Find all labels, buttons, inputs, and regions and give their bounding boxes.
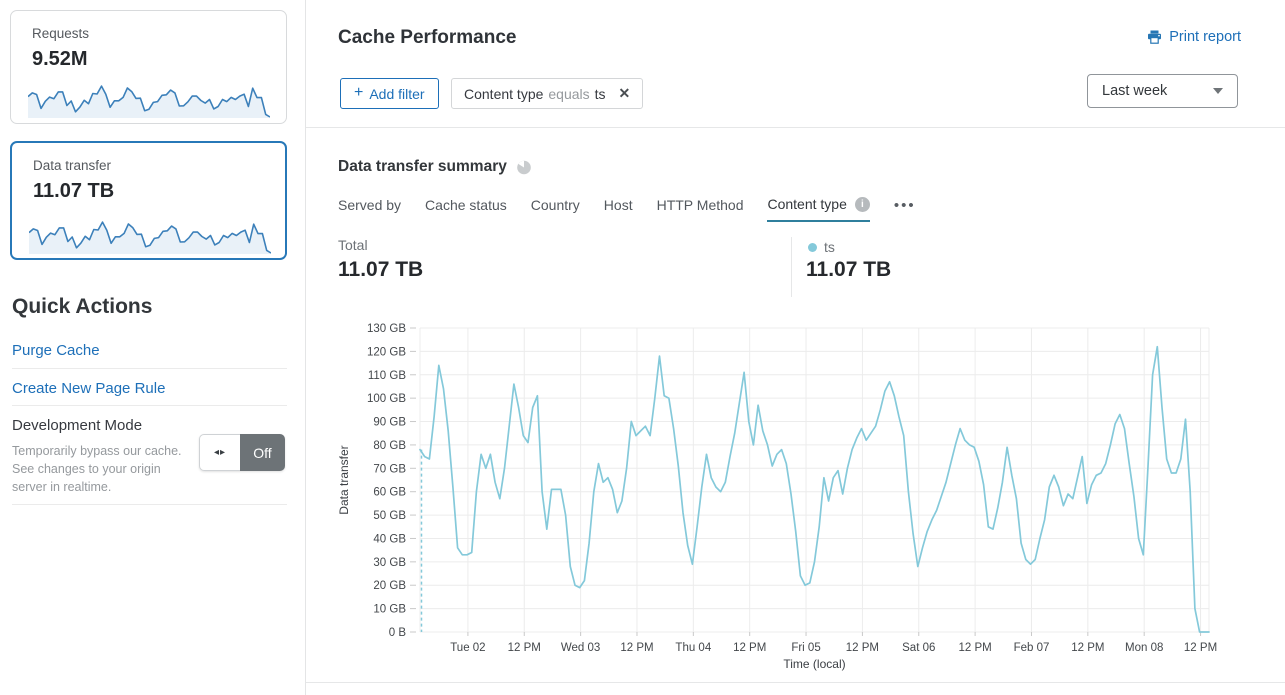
y-tick-label: 80 GB: [373, 440, 406, 452]
more-tabs-button[interactable]: •••: [893, 196, 916, 214]
development-mode-toggle[interactable]: ◂▸ Off: [199, 434, 285, 471]
summary-tabs: Served by Cache status Country Host HTTP Met…: [338, 196, 916, 222]
x-tick-label: Mon 08: [1125, 642, 1163, 654]
x-tick-label: 12 PM: [1184, 642, 1217, 654]
divider: [12, 405, 287, 406]
total-label: Total: [338, 237, 368, 253]
add-filter-label: Add filter: [369, 85, 425, 102]
print-report-label: Print report: [1169, 29, 1241, 45]
tab-http-method[interactable]: HTTP Method: [656, 197, 744, 213]
sparkline-line: [28, 85, 270, 118]
purge-cache-link[interactable]: Purge Cache: [12, 342, 100, 359]
sparkline-line: [29, 221, 271, 254]
x-tick-label: Sat 06: [902, 642, 935, 654]
x-tick-label: Feb 07: [1014, 642, 1050, 654]
x-tick-label: Tue 02: [450, 642, 485, 654]
y-tick-label: 110 GB: [368, 370, 406, 382]
y-tick-label: 90 GB: [373, 417, 406, 429]
legend-dot: [808, 242, 817, 252]
sidebar: Requests 9.52M Data transfer 11.07 TB Qu…: [0, 0, 305, 695]
pie-chart-icon: [517, 160, 531, 175]
total-value: 11.07 TB: [338, 258, 424, 281]
time-range-value: Last week: [1102, 83, 1168, 99]
sparkline-area: [29, 222, 271, 254]
toggle-off-label: Off: [240, 434, 285, 471]
x-tick-label: Wed 03: [561, 642, 600, 654]
y-tick-label: 30 GB: [373, 557, 406, 569]
requests-card-value: 9.52M: [32, 48, 88, 70]
filter-chip-value: ts: [594, 85, 606, 102]
tab-served-by[interactable]: Served by: [338, 197, 402, 213]
chevron-down-icon: [1213, 88, 1223, 94]
y-tick-label: 120 GB: [367, 346, 406, 358]
divider: [306, 682, 1285, 683]
main-panel: Cache Performance Print report + Add fil…: [305, 0, 1285, 695]
development-mode-title: Development Mode: [12, 417, 143, 434]
divider: [791, 237, 792, 297]
requests-card[interactable]: Requests 9.52M: [10, 10, 287, 124]
x-tick-label: 12 PM: [508, 642, 541, 654]
x-tick-label: 12 PM: [620, 642, 653, 654]
y-axis-title: Data transfer: [337, 445, 351, 514]
tab-cache-status[interactable]: Cache status: [425, 197, 507, 213]
quick-actions-title: Quick Actions: [12, 295, 153, 318]
x-tick-label: 12 PM: [846, 642, 879, 654]
data-transfer-card-label: Data transfer: [33, 158, 112, 173]
tab-content-type[interactable]: Content type i: [767, 196, 870, 222]
x-axis-title: Time (local): [783, 657, 845, 671]
y-tick-label: 0 B: [389, 627, 407, 639]
data-transfer-sparkline: [29, 221, 271, 254]
series-line-ts: [419, 345, 1210, 633]
filter-chip-operator: equals: [548, 85, 590, 102]
divider: [12, 504, 287, 505]
y-tick-label: 100 GB: [367, 393, 406, 405]
print-report-link[interactable]: Print report: [1147, 29, 1241, 45]
requests-card-label: Requests: [32, 26, 90, 41]
development-mode-description: Temporarily bypass our cache. See change…: [12, 444, 182, 494]
summary-title: Data transfer summary: [338, 158, 507, 175]
remove-filter-icon[interactable]: ✕: [618, 85, 631, 101]
x-tick-label: Fri 05: [791, 642, 820, 654]
divider: [306, 127, 1285, 128]
filter-chip[interactable]: Content type equals ts ✕: [451, 78, 644, 109]
printer-icon: [1148, 30, 1162, 44]
data-transfer-card[interactable]: Data transfer 11.07 TB: [10, 141, 287, 260]
tab-host[interactable]: Host: [603, 197, 633, 213]
filter-chip-field: Content type: [464, 85, 544, 102]
legend-name: ts: [824, 239, 835, 255]
y-tick-label: 130 GB: [367, 323, 406, 335]
y-tick-label: 40 GB: [373, 533, 406, 545]
y-tick-label: 70 GB: [373, 463, 406, 475]
x-tick-label: 12 PM: [1071, 642, 1104, 654]
create-page-rule-link[interactable]: Create New Page Rule: [12, 380, 166, 397]
requests-sparkline: [28, 85, 270, 118]
x-tick-label: 12 PM: [733, 642, 766, 654]
data-transfer-chart[interactable]: 130 GB 120 GB 110 GB 100 GB 90 GB 80 GB 70 GB 6…: [331, 315, 1251, 687]
legend-value: 11.07 TB: [806, 258, 892, 281]
info-icon[interactable]: i: [854, 196, 870, 212]
x-tick-label: Thu 04: [675, 642, 711, 654]
divider: [12, 368, 287, 369]
toggle-arrows-icon: ◂▸: [199, 434, 240, 471]
sparkline-area: [28, 86, 270, 118]
data-transfer-card-value: 11.07 TB: [33, 180, 115, 202]
y-tick-label: 20 GB: [373, 580, 406, 592]
legend-item-ts[interactable]: ts: [808, 239, 835, 255]
y-tick-label: 50 GB: [373, 510, 406, 522]
time-range-select[interactable]: Last week: [1087, 74, 1238, 108]
x-tick-label: 12 PM: [958, 642, 991, 654]
plus-icon: +: [354, 84, 364, 101]
y-tick-label: 10 GB: [373, 604, 406, 616]
page-title: Cache Performance: [338, 27, 517, 48]
add-filter-button[interactable]: + Add filter: [340, 78, 439, 109]
y-tick-label: 60 GB: [373, 487, 406, 499]
tab-country[interactable]: Country: [530, 197, 580, 213]
